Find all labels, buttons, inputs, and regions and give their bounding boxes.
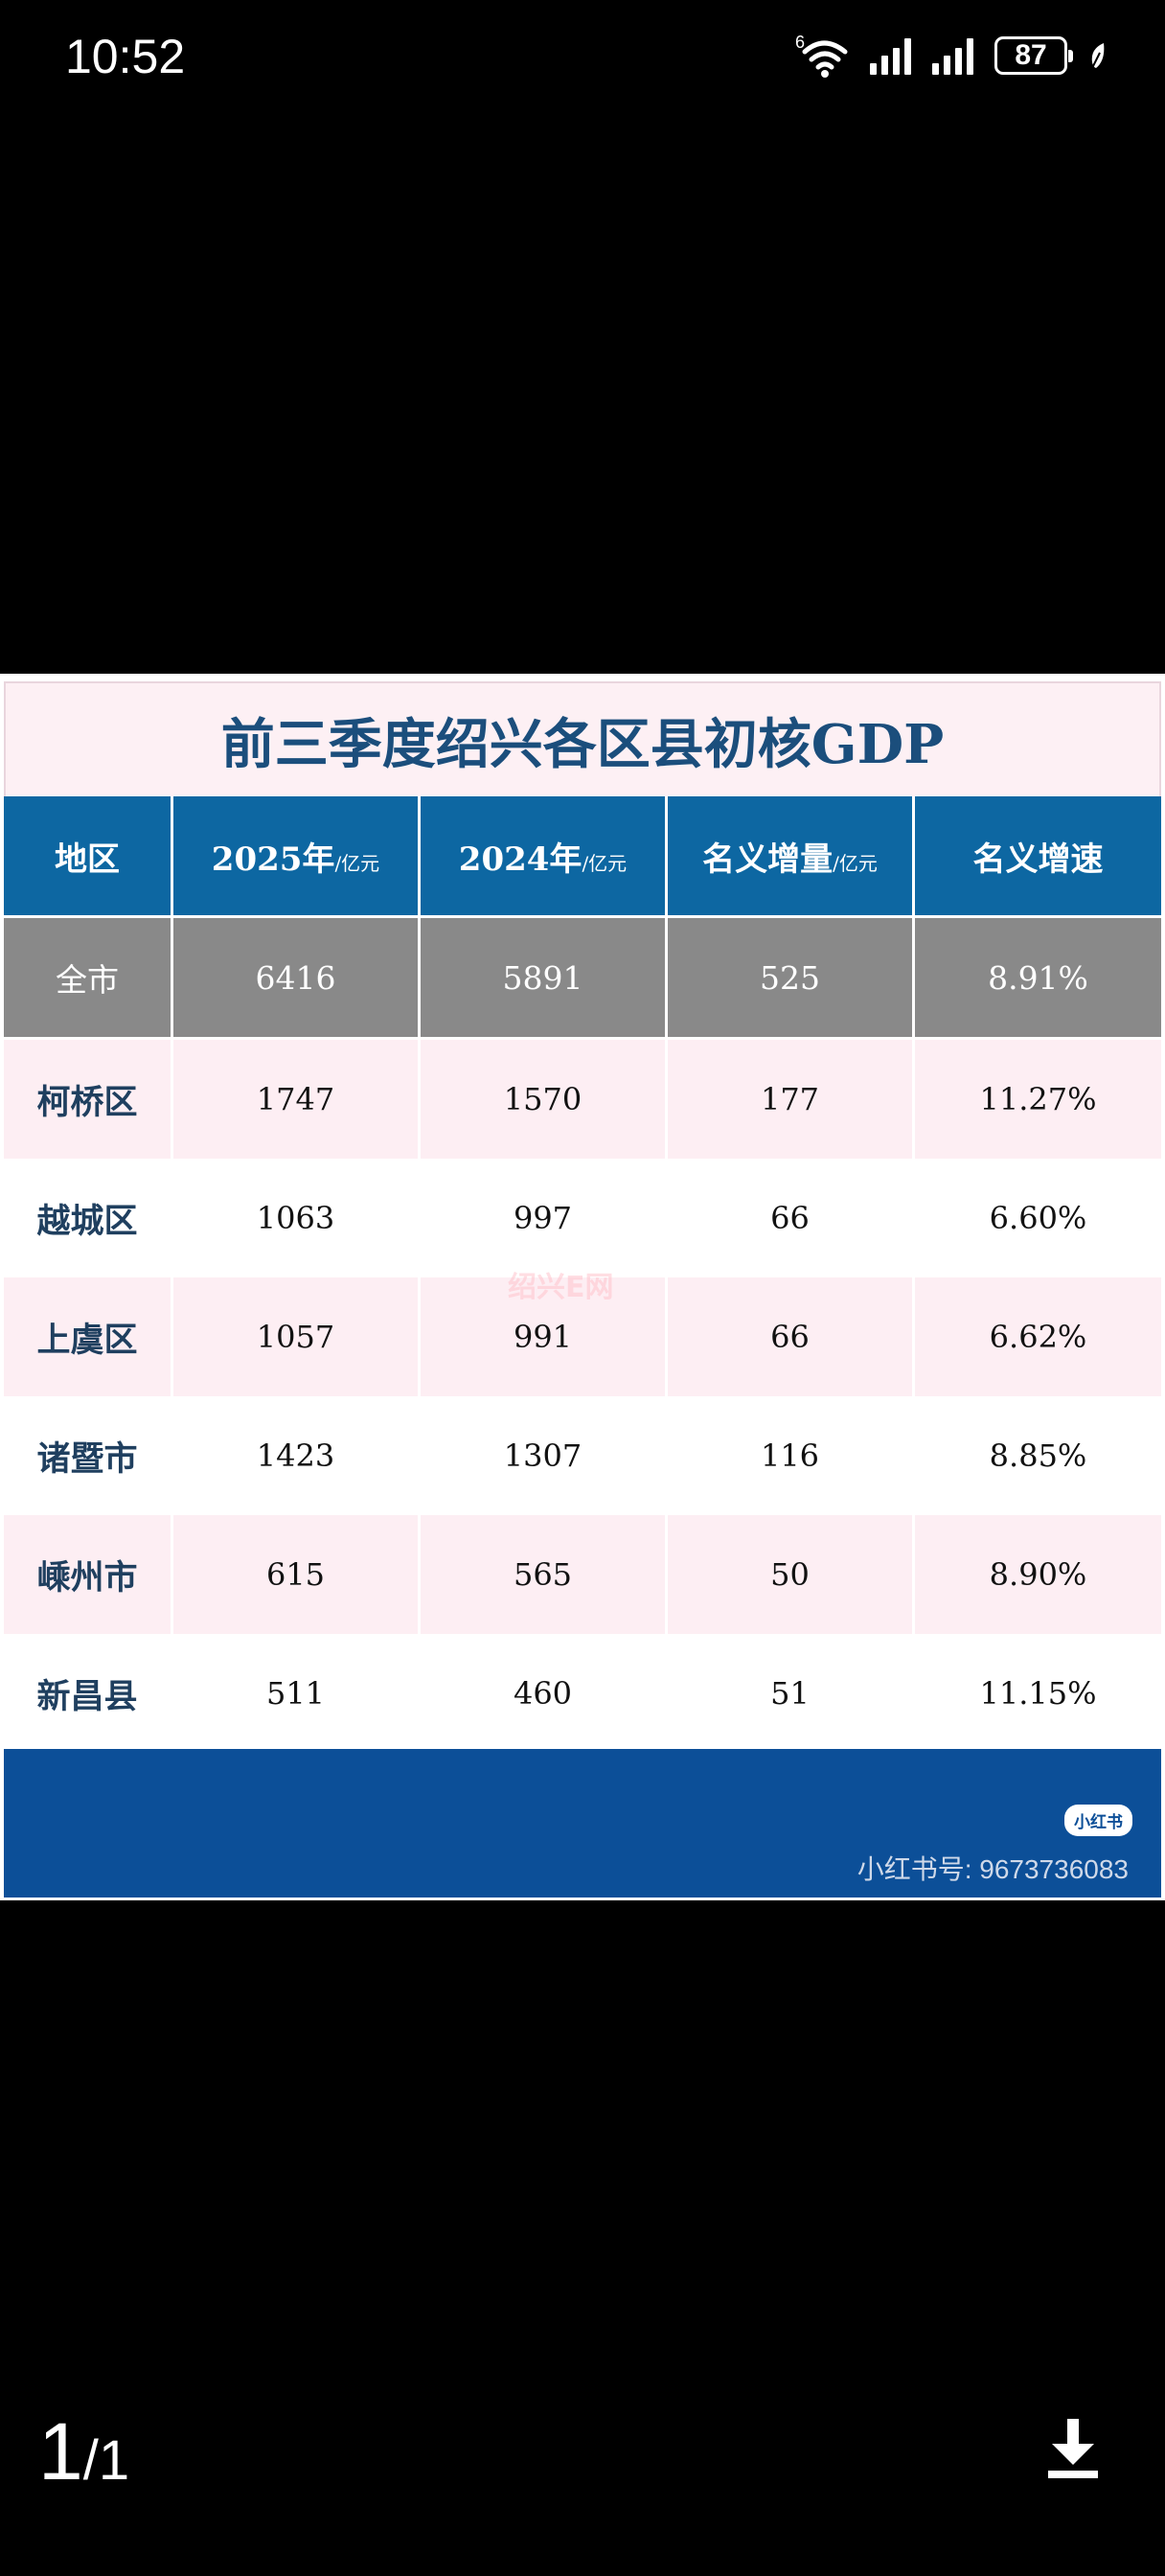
cell-2024: 460 xyxy=(421,1634,668,1753)
cell-region: 越城区 xyxy=(4,1159,173,1277)
page-counter: 1/1 xyxy=(38,2405,129,2498)
cell-region: 上虞区 xyxy=(4,1277,173,1396)
page-current: 1 xyxy=(38,2406,83,2496)
title-band: 前三季度绍兴各区县初核GDP xyxy=(4,681,1161,804)
table-title: 前三季度绍兴各区县初核GDP xyxy=(220,713,945,776)
battery-icon: 87 xyxy=(994,36,1073,75)
table-row: 柯桥区 1747 1570 177 11.27% xyxy=(4,1040,1161,1159)
watermark: 绍兴E网 xyxy=(508,1271,614,1304)
cell-growth: 6.62% xyxy=(915,1277,1161,1396)
cell-2024: 991 xyxy=(421,1277,668,1396)
cell-2025: 1057 xyxy=(173,1277,421,1396)
header-increment: 名义增量/亿元 xyxy=(668,796,915,918)
header-region: 地区 xyxy=(4,796,173,918)
footer-band: 小红书 小红书号: 9673736083 xyxy=(4,1749,1161,1898)
clock: 10:52 xyxy=(65,30,186,83)
xhs-id: 小红书号: 9673736083 xyxy=(857,1854,1129,1884)
cell-increment: 177 xyxy=(668,1040,915,1159)
cell-increment: 116 xyxy=(668,1396,915,1515)
cell-growth: 8.90% xyxy=(915,1515,1161,1634)
gdp-table: 地区 2025年/亿元 2024年/亿元 名义增量/亿元 名义增速 全市 641… xyxy=(4,796,1161,1753)
cell-increment: 66 xyxy=(668,1159,915,1277)
xhs-badge: 小红书 xyxy=(1064,1805,1132,1836)
cell-growth: 6.60% xyxy=(915,1159,1161,1277)
cell-2025: 615 xyxy=(173,1515,421,1634)
cell-growth: 8.91% xyxy=(915,918,1161,1040)
signal-icon-2 xyxy=(932,36,973,75)
leaf-icon xyxy=(1091,43,1105,69)
cell-increment: 66 xyxy=(668,1277,915,1396)
cell-region: 全市 xyxy=(4,918,173,1040)
header-2025: 2025年/亿元 xyxy=(173,796,421,918)
cell-region: 新昌县 xyxy=(4,1634,173,1753)
cell-region: 诸暨市 xyxy=(4,1396,173,1515)
cell-increment: 51 xyxy=(668,1634,915,1753)
table-row: 诸暨市 1423 1307 116 8.85% xyxy=(4,1396,1161,1515)
page-total: /1 xyxy=(82,2429,130,2492)
table-row: 越城区 1063 997 66 6.60% xyxy=(4,1159,1161,1277)
cell-2025: 1423 xyxy=(173,1396,421,1515)
header-growth: 名义增速 xyxy=(915,796,1161,918)
cell-2024: 1570 xyxy=(421,1040,668,1159)
cell-2025: 1063 xyxy=(173,1159,421,1277)
status-icons: 6 87 xyxy=(795,33,1108,79)
wifi-generation-label: 6 xyxy=(795,33,806,52)
cell-2024: 997 xyxy=(421,1159,668,1277)
signal-icon xyxy=(870,36,911,75)
cell-2025: 511 xyxy=(173,1634,421,1753)
cell-growth: 8.85% xyxy=(915,1396,1161,1515)
cell-2024: 565 xyxy=(421,1515,668,1634)
gdp-image[interactable]: 前三季度绍兴各区县初核GDP 地区 2025年/亿元 2024年/亿元 名义增量… xyxy=(0,674,1165,1900)
cell-increment: 50 xyxy=(668,1515,915,1634)
table-header-row: 地区 2025年/亿元 2024年/亿元 名义增量/亿元 名义增速 xyxy=(4,796,1161,918)
table-row: 上虞区 1057 991 66 6.62% xyxy=(4,1277,1161,1396)
wifi-icon: 6 xyxy=(795,33,849,79)
cell-2024: 1307 xyxy=(421,1396,668,1515)
table-row: 全市 6416 5891 525 8.91% xyxy=(4,918,1161,1040)
cell-growth: 11.15% xyxy=(915,1634,1161,1753)
cell-increment: 525 xyxy=(668,918,915,1040)
battery-level: 87 xyxy=(1015,39,1047,71)
cell-region: 柯桥区 xyxy=(4,1040,173,1159)
cell-2025: 1747 xyxy=(173,1040,421,1159)
table-row: 新昌县 511 460 51 11.15% xyxy=(4,1634,1161,1753)
cell-2025: 6416 xyxy=(173,918,421,1040)
cell-region: 嵊州市 xyxy=(4,1515,173,1634)
download-icon[interactable] xyxy=(1044,2417,1102,2480)
cell-growth: 11.27% xyxy=(915,1040,1161,1159)
status-bar: 10:52 6 87 xyxy=(0,0,1165,120)
header-2024: 2024年/亿元 xyxy=(421,796,668,918)
table-row: 嵊州市 615 565 50 8.90% xyxy=(4,1515,1161,1634)
cell-2024: 5891 xyxy=(421,918,668,1040)
